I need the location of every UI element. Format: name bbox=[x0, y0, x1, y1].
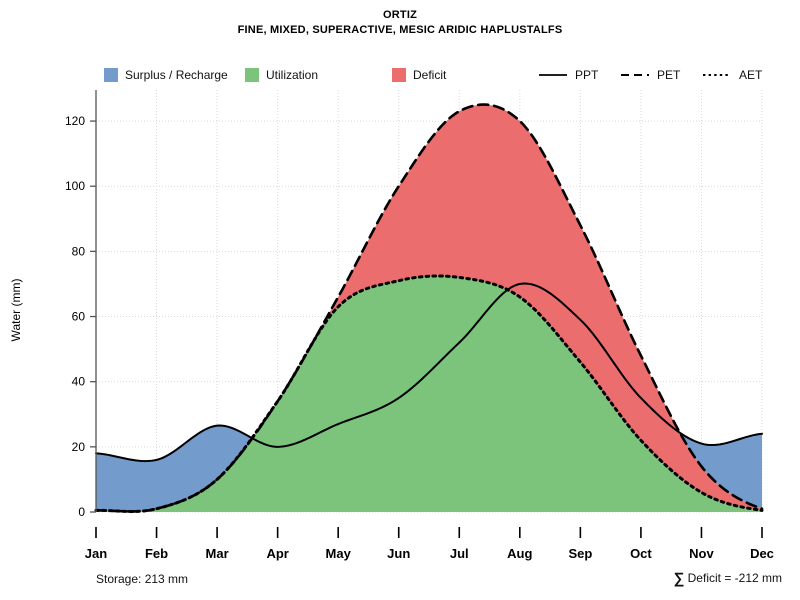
x-tick-label: Oct bbox=[630, 546, 652, 561]
chart-title-block: ORTIZ FINE, MIXED, SUPERACTIVE, MESIC AR… bbox=[0, 8, 800, 38]
deficit-sum-text: Deficit = -212 mm bbox=[687, 571, 782, 585]
y-tick-label: 20 bbox=[72, 440, 86, 454]
y-tick-label: 80 bbox=[72, 244, 86, 258]
legend-label-pet: PET bbox=[657, 68, 681, 82]
legend-item-utilization: Utilization bbox=[245, 68, 318, 82]
x-tick-label: Aug bbox=[507, 546, 532, 561]
x-tick-label: Feb bbox=[145, 546, 168, 561]
page-subtitle: FINE, MIXED, SUPERACTIVE, MESIC ARIDIC H… bbox=[237, 24, 563, 36]
pet-line-key bbox=[620, 69, 650, 81]
storage-annotation: Storage: 213 mm bbox=[96, 572, 189, 586]
deficit-color-swatch bbox=[392, 68, 406, 82]
axes bbox=[90, 90, 763, 538]
legend-label-aet: AET bbox=[739, 68, 763, 82]
y-tick-label: 60 bbox=[72, 310, 86, 324]
series-lines bbox=[94, 103, 764, 513]
x-tick-label: Dec bbox=[750, 546, 774, 561]
y-tick-label: 100 bbox=[65, 179, 85, 193]
area-bands bbox=[96, 104, 762, 512]
ppt-line-key bbox=[538, 69, 568, 81]
page-title: ORTIZ bbox=[383, 9, 417, 21]
y-tick-label: 0 bbox=[78, 505, 85, 519]
y-tick-label: 120 bbox=[65, 114, 85, 128]
y-tick-label: 40 bbox=[72, 375, 86, 389]
legend-item-ppt: PPT bbox=[538, 68, 598, 82]
x-tick-label: Jan bbox=[85, 546, 107, 561]
x-tick-label: May bbox=[326, 546, 352, 561]
surplus-color-swatch bbox=[104, 68, 118, 82]
x-tick-label: Mar bbox=[206, 546, 229, 561]
legend-label-deficit: Deficit bbox=[413, 68, 447, 82]
legend-item-deficit: Deficit bbox=[392, 68, 446, 82]
utilization-color-swatch bbox=[245, 68, 259, 82]
legend-item-surplus: Surplus / Recharge bbox=[104, 68, 228, 82]
deficit-sum-annotation: ∑ Deficit = -212 mm bbox=[674, 570, 782, 587]
legend-label-utilization: Utilization bbox=[266, 68, 319, 82]
legend-label-surplus: Surplus / Recharge bbox=[125, 68, 228, 82]
legend-item-pet: PET bbox=[620, 68, 680, 82]
x-tick-label: Apr bbox=[266, 546, 288, 561]
x-tick-label: Nov bbox=[689, 546, 714, 561]
sigma-icon: ∑ bbox=[673, 570, 685, 587]
x-tick-label: Jul bbox=[450, 546, 469, 561]
tick-labels: 0 20 40 60 80 100 120 Jan Feb Mar Apr May Jun Jul Aug S… bbox=[65, 114, 774, 561]
aet-line-key bbox=[702, 69, 732, 81]
y-axis-title: Water (mm) bbox=[9, 279, 23, 342]
chart-legend: Surplus / Recharge Utilization Deficit P… bbox=[0, 68, 800, 86]
legend-item-aet: AET bbox=[702, 68, 762, 82]
legend-label-ppt: PPT bbox=[575, 68, 599, 82]
x-tick-label: Sep bbox=[568, 546, 592, 561]
x-tick-label: Jun bbox=[387, 546, 410, 561]
